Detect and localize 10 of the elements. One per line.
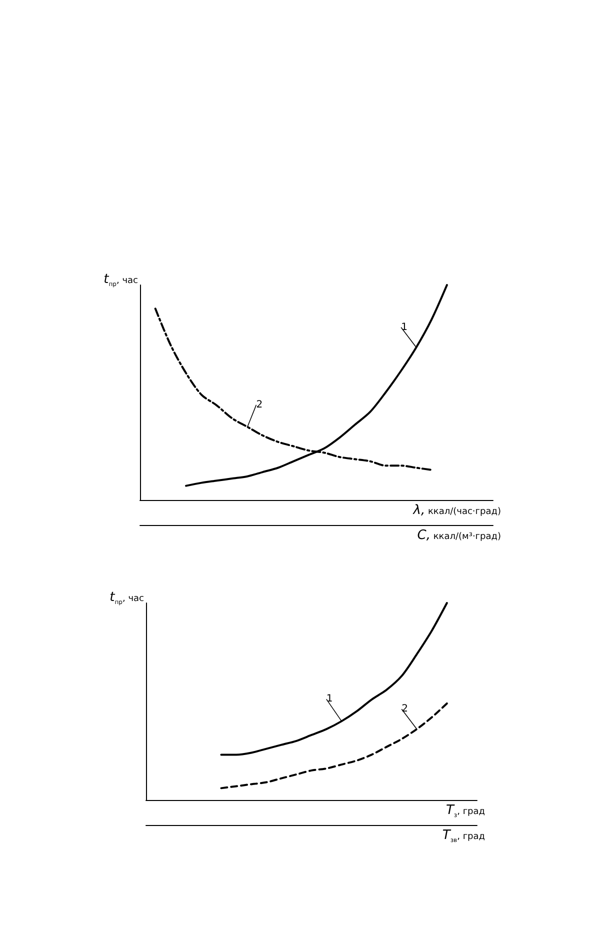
- x-axis-title: T$_{з}$, град: [446, 803, 485, 821]
- x-axis-title: λ, ккал/(час·град): [413, 503, 501, 519]
- series-label: 1: [401, 322, 408, 333]
- series-label: 2: [256, 399, 263, 410]
- series-label: 1: [326, 694, 333, 705]
- y-axis-title: t$_{пр}$, час: [104, 272, 138, 290]
- series-label: 2: [402, 704, 408, 715]
- x2-axis-title: C, ккал/(м³·град): [417, 528, 501, 544]
- x2-axis-title: T$_{зв}$, град: [442, 828, 485, 846]
- y-axis-title: t$_{пр}$, час: [110, 590, 144, 608]
